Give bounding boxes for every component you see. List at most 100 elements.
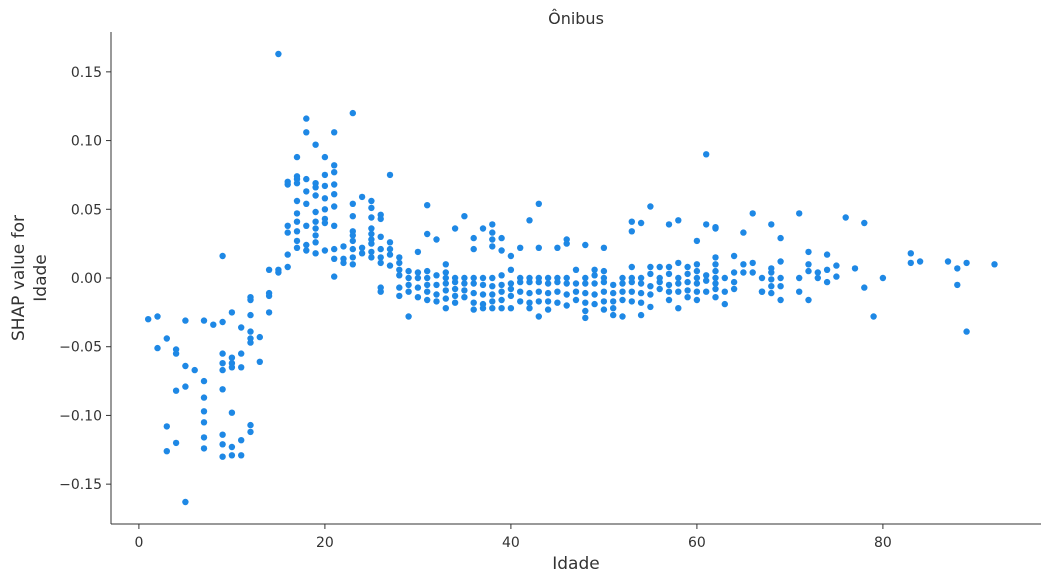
scatter-point — [479, 281, 487, 289]
scatter-point — [451, 285, 459, 293]
scatter-point — [238, 364, 245, 371]
scatter-point — [489, 243, 496, 250]
scatter-point — [349, 109, 356, 117]
scatter-point — [247, 428, 254, 436]
x-tick-label: 80 — [874, 535, 892, 551]
scatter-point — [703, 272, 710, 279]
scatter-point — [303, 115, 310, 122]
scatter-point — [600, 288, 608, 295]
scatter-point — [498, 234, 505, 242]
scatter-point — [396, 292, 403, 300]
scatter-point — [665, 296, 673, 304]
scatter-point — [675, 288, 682, 295]
scatter-point — [721, 288, 728, 295]
x-tick-label: 60 — [688, 535, 706, 551]
scatter-point — [414, 248, 422, 256]
scatter-point — [219, 350, 226, 357]
scatter-point — [219, 318, 226, 326]
scatter-point — [396, 284, 403, 291]
scatter-point — [740, 261, 747, 268]
scatter-point — [433, 236, 440, 243]
scatter-point — [675, 259, 682, 267]
scatter-point — [517, 274, 524, 282]
scatter-point — [386, 245, 394, 253]
scatter-point — [554, 288, 561, 295]
scatter-point — [451, 299, 459, 306]
scatter-point — [312, 180, 319, 187]
scatter-point — [684, 278, 691, 286]
scatter-point — [386, 239, 394, 246]
scatter-point — [814, 274, 821, 282]
scatter-point — [805, 248, 812, 256]
scatter-point — [182, 383, 189, 390]
scatter-point — [405, 288, 412, 295]
scatter-point — [219, 453, 226, 460]
scatter-point — [628, 298, 635, 305]
scatter-point — [498, 296, 505, 304]
scatter-point — [498, 305, 505, 312]
scatter-point — [200, 317, 208, 324]
scatter-point — [210, 321, 217, 328]
scatter-point — [368, 230, 375, 238]
scatter-point — [684, 263, 691, 271]
scatter-point — [340, 255, 347, 262]
scatter-point — [610, 311, 617, 319]
scatter-point — [321, 182, 329, 190]
scatter-point — [489, 305, 496, 312]
scatter-point — [470, 280, 477, 287]
scatter-point — [517, 244, 524, 251]
scatter-point — [768, 289, 775, 297]
y-tick-label: 0.15 — [71, 65, 102, 81]
scatter-point — [591, 266, 598, 273]
scatter-point — [461, 280, 468, 287]
scatter-point — [489, 283, 496, 290]
scatter-point — [303, 129, 310, 136]
scatter-point — [572, 266, 580, 273]
scatter-point — [377, 245, 384, 253]
scatter-point — [368, 197, 375, 205]
scatter-point — [145, 316, 152, 323]
scatter-point — [563, 291, 570, 298]
chart-title: Ônibus — [548, 9, 604, 28]
scatter-point — [544, 274, 552, 282]
scatter-point — [312, 239, 319, 246]
scatter-point — [489, 291, 496, 298]
scatter-point — [312, 218, 319, 225]
scatter-point — [768, 221, 775, 228]
scatter-point — [331, 169, 338, 176]
scatter-point — [349, 254, 356, 261]
scatter-point — [507, 252, 515, 260]
scatter-point — [693, 296, 701, 304]
scatter-point — [907, 259, 914, 267]
scatter-point — [228, 354, 236, 361]
scatter-point — [703, 221, 710, 228]
scatter-point — [247, 296, 254, 304]
scatter-point — [424, 267, 431, 275]
scatter-point — [396, 266, 403, 273]
scatter-point — [275, 266, 282, 273]
scatter-point — [535, 313, 542, 320]
scatter-point — [600, 306, 608, 313]
scatter-point — [814, 269, 821, 276]
scatter-point — [777, 274, 784, 282]
scatter-point — [563, 280, 570, 287]
scatter-point — [535, 244, 542, 251]
scatter-point — [172, 439, 180, 447]
scatter-point — [377, 211, 384, 218]
scatter-point — [507, 305, 515, 312]
scatter-point — [861, 284, 868, 291]
y-tick-label: 0.05 — [71, 202, 102, 218]
scatter-point — [219, 431, 226, 438]
scatter-point — [377, 259, 384, 267]
scatter-point — [293, 153, 301, 161]
scatter-point — [944, 258, 952, 265]
scatter-point — [675, 280, 682, 287]
scatter-point — [396, 254, 403, 261]
scatter-point — [321, 195, 329, 202]
scatter-point — [284, 251, 291, 258]
scatter-point — [768, 276, 775, 283]
scatter-point — [749, 210, 756, 217]
scatter-point — [796, 210, 803, 217]
scatter-point — [154, 313, 161, 320]
